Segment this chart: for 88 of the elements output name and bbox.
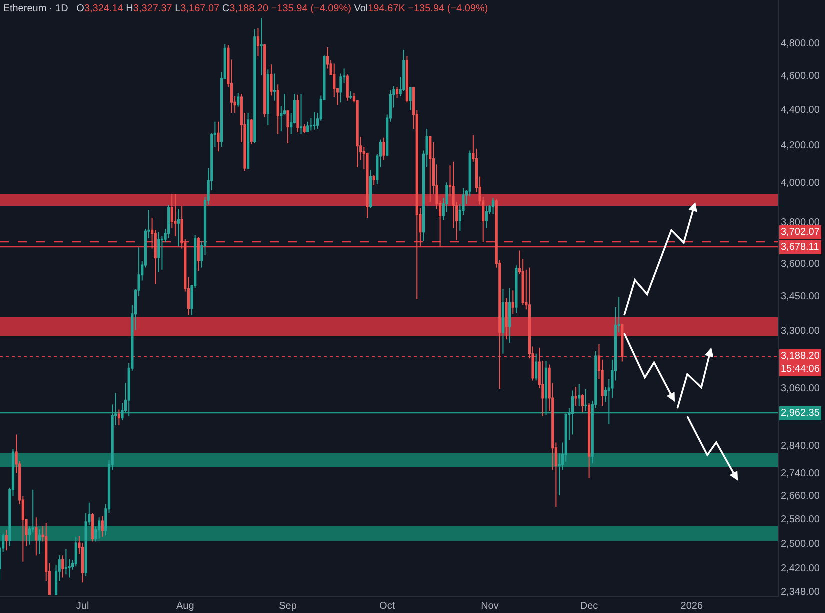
- candlestick: [588, 402, 591, 480]
- candlestick: [578, 384, 581, 406]
- ref-line-label: 3,678.11: [781, 242, 820, 253]
- candlestick: [296, 94, 300, 134]
- candlestick: [306, 121, 310, 134]
- candlestick: [177, 208, 180, 248]
- candlestick: [260, 18, 263, 76]
- candlestick: [64, 548, 68, 576]
- candlestick: [406, 56, 409, 104]
- candlestick: [382, 137, 386, 160]
- candlestick: [535, 353, 538, 382]
- y-tick-label: 3,450.00: [781, 292, 820, 303]
- candlestick: [508, 288, 512, 344]
- candlestick: [270, 64, 273, 96]
- x-tick-label: Dec: [580, 601, 598, 612]
- x-tick-label: Nov: [481, 601, 499, 612]
- x-tick-label: Sep: [279, 601, 298, 612]
- y-tick-label: 2,740.00: [781, 468, 820, 480]
- candlestick: [515, 265, 518, 314]
- candlestick: [581, 394, 584, 413]
- text: O3,324.14 H3,327.37 L3,167.07 C3,188.20 −135.94 (−4.09%) Vol194.67K −135.94 (−4.09%): [76, 3, 488, 14]
- y-tick-label: 4,400.00: [781, 105, 820, 116]
- candlestick: [584, 388, 588, 412]
- y-tick-label: 4,600.00: [781, 70, 820, 82]
- candlestick: [197, 236, 200, 272]
- candlestick: [158, 232, 160, 273]
- y-tick-label: 4,000.00: [781, 178, 820, 190]
- candlestick: [502, 289, 505, 354]
- candlestick: [237, 92, 240, 108]
- candlestick: [544, 360, 548, 416]
- candlestick: [350, 90, 352, 100]
- candlestick: [286, 110, 290, 144]
- candlestick: [174, 194, 177, 237]
- candlestick: [250, 118, 253, 145]
- ref-line-label: 3,702.07: [781, 227, 820, 238]
- y-tick-label: 2,580.00: [781, 514, 820, 526]
- x-tick-label: Aug: [176, 601, 194, 612]
- candlestick: [346, 74, 349, 102]
- y-tick-label: 4,200.00: [781, 140, 820, 152]
- candlestick: [505, 298, 508, 340]
- candlestick: [62, 555, 64, 578]
- y-tick-label: 4,800.00: [781, 38, 820, 50]
- candlestick: [264, 44, 266, 118]
- y-tick-label: 2,500.00: [781, 538, 820, 550]
- candlestick: [217, 121, 220, 152]
- candlestick: [168, 204, 170, 239]
- candlestick: [273, 73, 276, 102]
- y-tick-label: 3,800.00: [781, 218, 820, 228]
- candlestick: [313, 112, 316, 130]
- y-tick-label: 2,660.00: [781, 491, 820, 502]
- x-tick-label: 2026: [680, 601, 704, 612]
- candlestick: [369, 170, 372, 208]
- candlestick: [38, 529, 42, 555]
- candlestick: [512, 290, 514, 315]
- candlestick: [492, 198, 495, 214]
- candlestick: [409, 86, 412, 111]
- y-tick-label: 2,420.00: [781, 564, 820, 575]
- candlestick: [372, 174, 376, 186]
- y-tick-label: 2,840.00: [781, 440, 820, 452]
- chart-title: Ethereum · 1D: [3, 3, 68, 14]
- ref-line-label: 2,962.35: [781, 408, 820, 419]
- candlestick: [276, 84, 280, 135]
- candlestick: [35, 517, 38, 556]
- candlestick: [5, 530, 8, 552]
- candlestick: [254, 28, 256, 144]
- y-tick-label: 2,348.00: [781, 586, 820, 598]
- candlestick: [256, 28, 260, 57]
- candlestick: [396, 86, 399, 99]
- candlestick: [340, 73, 342, 104]
- x-tick-label: Oct: [380, 601, 396, 612]
- candlestick: [98, 517, 101, 540]
- candlestick: [74, 536, 78, 568]
- candlestick: [91, 512, 94, 542]
- candlestick: [300, 93, 303, 135]
- y-tick-label: 3,060.00: [781, 384, 820, 395]
- y-tick-label: 3,600.00: [781, 258, 820, 270]
- candlestick: [621, 323, 624, 362]
- candlestick: [303, 124, 306, 134]
- candlestick: [266, 69, 270, 126]
- ref-line-label: 3,188.20 15:44:06: [781, 351, 820, 375]
- y-tick-label: 3,300.00: [781, 326, 820, 337]
- candlestick: [118, 409, 120, 426]
- candlestick: [429, 136, 432, 203]
- candlestick: [101, 516, 104, 538]
- candlestick: [574, 386, 578, 406]
- x-tick-label: Jul: [76, 601, 90, 612]
- candlestick: [485, 206, 488, 229]
- candlestick: [246, 112, 250, 170]
